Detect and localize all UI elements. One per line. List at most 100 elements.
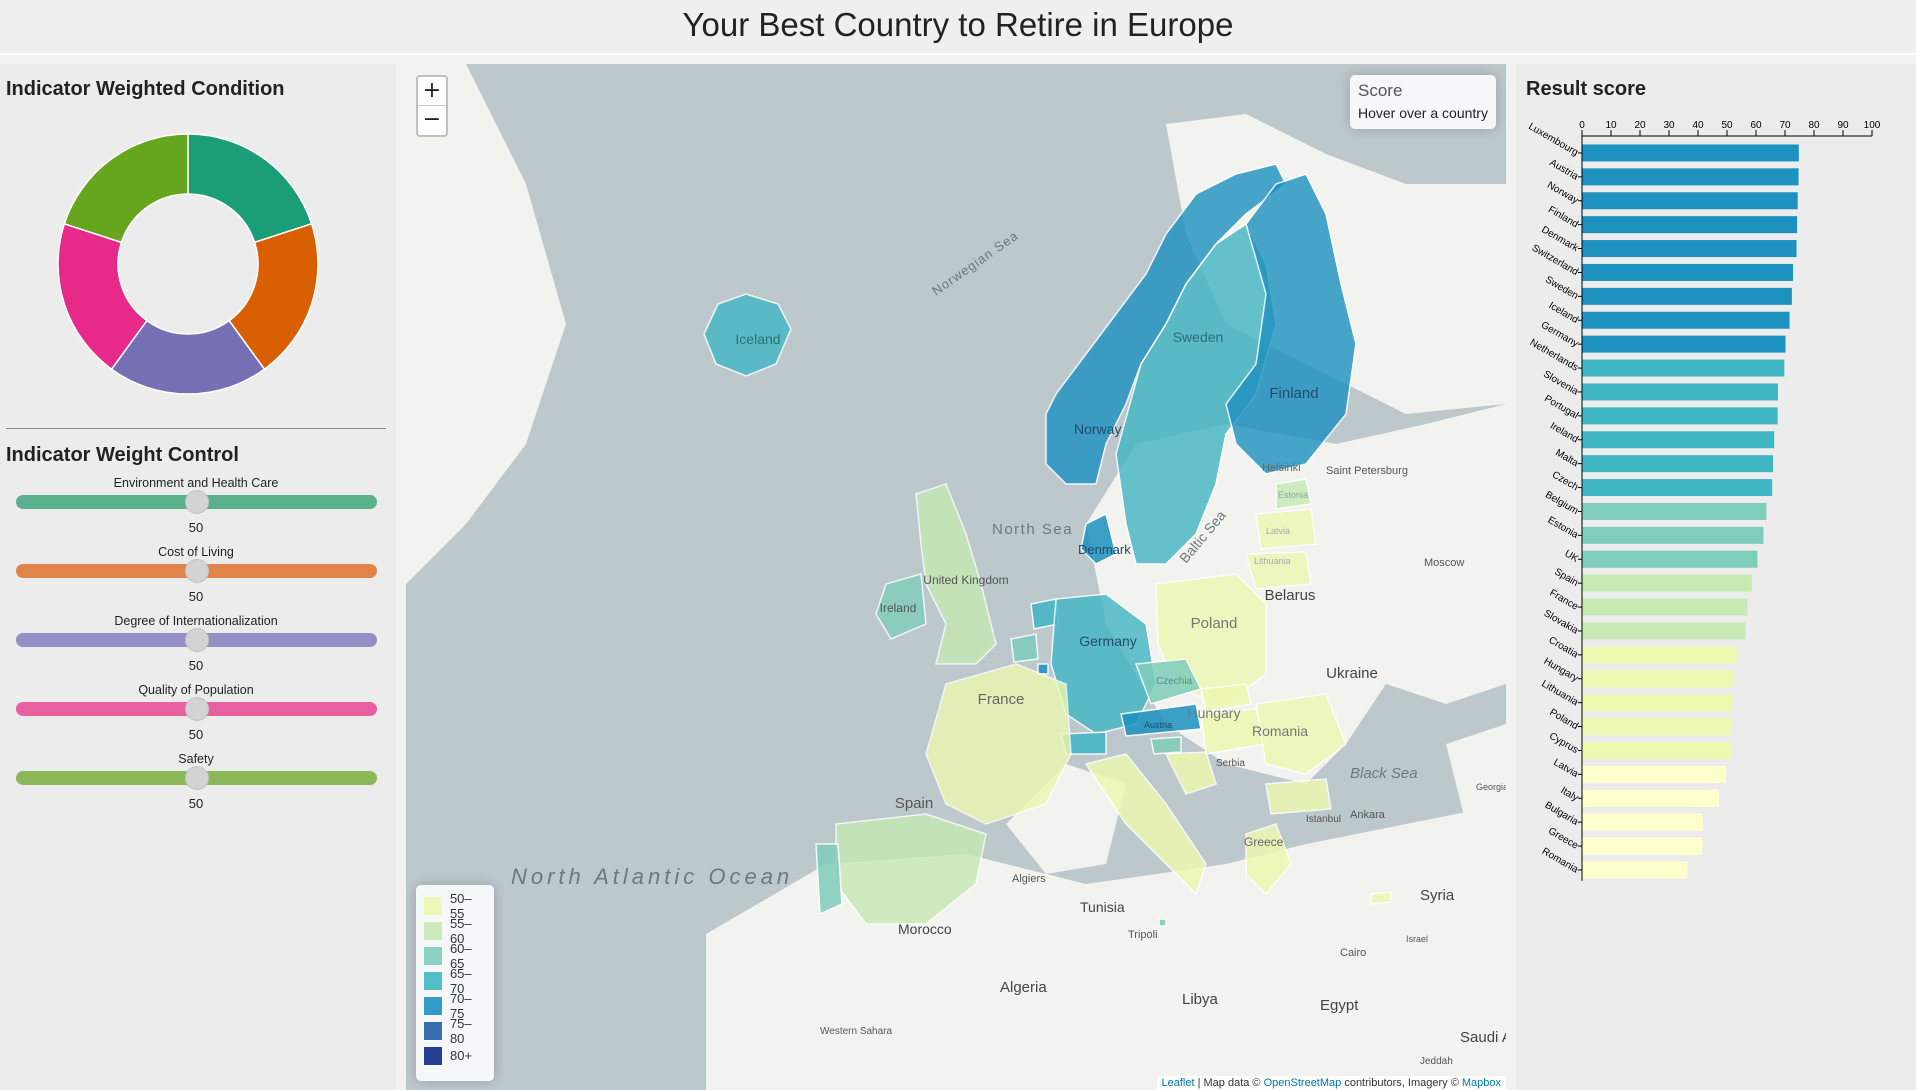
y-tick-label: Croatia: [1547, 635, 1581, 661]
label-cairo: Cairo: [1340, 947, 1366, 959]
slider-group: Cost of Living 50: [0, 545, 392, 604]
y-tick-label: Czech: [1550, 469, 1580, 493]
slider-label: Cost of Living: [158, 545, 234, 559]
label-black-sea: Black Sea: [1350, 765, 1418, 782]
country-slovakia: [1200, 683, 1252, 713]
y-tick-label: Malta: [1553, 447, 1580, 469]
country-romania: [1255, 693, 1347, 775]
label-istanbul: Istanbul: [1306, 814, 1341, 825]
legend-label: 70–75: [449, 990, 472, 1021]
info-title: Score: [1358, 81, 1403, 100]
slider-handle[interactable]: [184, 697, 209, 721]
zoom-control: + −: [416, 75, 448, 137]
leaflet-link[interactable]: Leaflet: [1161, 1077, 1195, 1089]
legend-label: 65–70: [449, 965, 472, 996]
bar-portugal[interactable]: [1582, 407, 1778, 425]
country-latvia: [1255, 508, 1317, 550]
bar-malta[interactable]: [1582, 455, 1774, 473]
bar-cyprus[interactable]: [1582, 741, 1732, 759]
label-norwegian-sea: Norwegian Sea: [929, 228, 1021, 299]
x-tick-label: 50: [1721, 120, 1733, 131]
bar-switzerland[interactable]: [1582, 263, 1794, 281]
bar-france[interactable]: [1582, 598, 1748, 616]
slider-handle[interactable]: [184, 628, 209, 652]
bar-norway[interactable]: [1582, 192, 1798, 210]
x-tick-label: 60: [1750, 120, 1762, 131]
bar-germany[interactable]: [1582, 335, 1786, 353]
slider-group: Quality of Population 50: [0, 683, 392, 742]
bar-italy[interactable]: [1582, 789, 1720, 807]
country-iceland: [703, 293, 792, 377]
bar-iceland[interactable]: [1582, 311, 1790, 329]
legend-label: 50–55: [449, 890, 472, 921]
bar-austria[interactable]: [1582, 168, 1799, 186]
attribution-text-2: contributors, Imagery ©: [1341, 1077, 1462, 1089]
page-title: Your Best Country to Retire in Europe: [682, 6, 1234, 43]
y-tick-label: France: [1548, 588, 1581, 613]
label-georgia: Georgia: [1476, 782, 1506, 792]
x-tick-label: 0: [1579, 120, 1585, 131]
attribution-text-1: | Map data ©: [1194, 1077, 1264, 1089]
bar-slovenia[interactable]: [1582, 383, 1778, 401]
country-lithuania: [1245, 551, 1312, 590]
donut-slice-cost-of-living: [228, 222, 319, 371]
legend-swatch: [424, 996, 442, 1015]
bar-uk[interactable]: [1582, 550, 1758, 568]
bar-croatia[interactable]: [1582, 646, 1738, 664]
country-ireland: [875, 573, 927, 640]
bar-estonia[interactable]: [1582, 526, 1764, 544]
bar-belgium[interactable]: [1582, 502, 1767, 520]
slider-handle[interactable]: [184, 490, 209, 514]
bar-romania[interactable]: [1582, 861, 1688, 879]
bar-poland[interactable]: [1582, 718, 1732, 736]
bar-hungary[interactable]: [1582, 670, 1734, 688]
bar-bulgaria[interactable]: [1582, 813, 1703, 831]
bar-slovakia[interactable]: [1582, 622, 1746, 640]
bar-luxembourg[interactable]: [1582, 144, 1799, 162]
legend-label: 60–65: [449, 940, 472, 971]
bar-latvia[interactable]: [1582, 765, 1727, 783]
slider-handle[interactable]: [184, 559, 209, 583]
y-tick-label: Latvia: [1551, 757, 1580, 780]
bar-ireland[interactable]: [1582, 431, 1775, 449]
legend-swatch: [424, 921, 442, 940]
zoom-in-button[interactable]: +: [418, 77, 446, 106]
bar-sweden[interactable]: [1582, 287, 1792, 305]
x-tick-label: 80: [1808, 120, 1820, 131]
map[interactable]: Norwegian Sea North Sea Baltic Sea Black…: [406, 64, 1506, 1090]
country-finland: [1225, 173, 1357, 475]
label-saint-petersburg: Saint Petersburg: [1326, 465, 1408, 477]
country-belgium: [1010, 633, 1039, 663]
countries: [703, 163, 1392, 927]
osm-link[interactable]: OpenStreetMap: [1263, 1077, 1342, 1089]
mapbox-link[interactable]: Mapbox: [1461, 1077, 1501, 1089]
y-tick-label: Spain: [1552, 566, 1580, 588]
x-tick-label: 20: [1634, 120, 1646, 131]
zoom-out-button[interactable]: −: [422, 107, 442, 132]
bar-czech[interactable]: [1582, 479, 1773, 497]
label-moscow: Moscow: [1424, 557, 1464, 569]
y-tick-label: Bulgaria: [1543, 800, 1581, 828]
label-norway: Norway: [1074, 421, 1121, 437]
bar-denmark[interactable]: [1582, 240, 1797, 258]
bar-spain[interactable]: [1582, 574, 1752, 592]
country-italy: [1084, 753, 1207, 896]
legend-row: 55–60: [424, 916, 486, 946]
map-legend: 50–55 55–60 60–65 65–70 70–75 75–80 80+: [416, 885, 494, 1081]
bar-finland[interactable]: [1582, 216, 1798, 234]
label-helsinki: Helsinki: [1262, 462, 1301, 474]
label-egypt: Egypt: [1320, 997, 1359, 1014]
bar-lithuania[interactable]: [1582, 694, 1733, 712]
donut-slice-degree-of-internationalization: [110, 319, 266, 395]
label-atlantic: North Atlantic Ocean: [511, 864, 793, 889]
country-malta: [1158, 918, 1167, 927]
bar-netherlands[interactable]: [1582, 359, 1785, 377]
label-algeria: Algeria: [1000, 979, 1047, 996]
legend-swatch: [424, 1021, 442, 1040]
label-ukraine: Ukraine: [1326, 665, 1378, 682]
label-jeddah: Jeddah: [1420, 1056, 1453, 1067]
map-canvas[interactable]: Norwegian Sea North Sea Baltic Sea Black…: [406, 64, 1506, 1090]
bar-greece[interactable]: [1582, 837, 1703, 855]
slider-handle[interactable]: [184, 766, 209, 790]
right-panel: Result score 0 10 20 30 40 50 60 70 80 90 100 Luxem…: [1516, 64, 1916, 1090]
